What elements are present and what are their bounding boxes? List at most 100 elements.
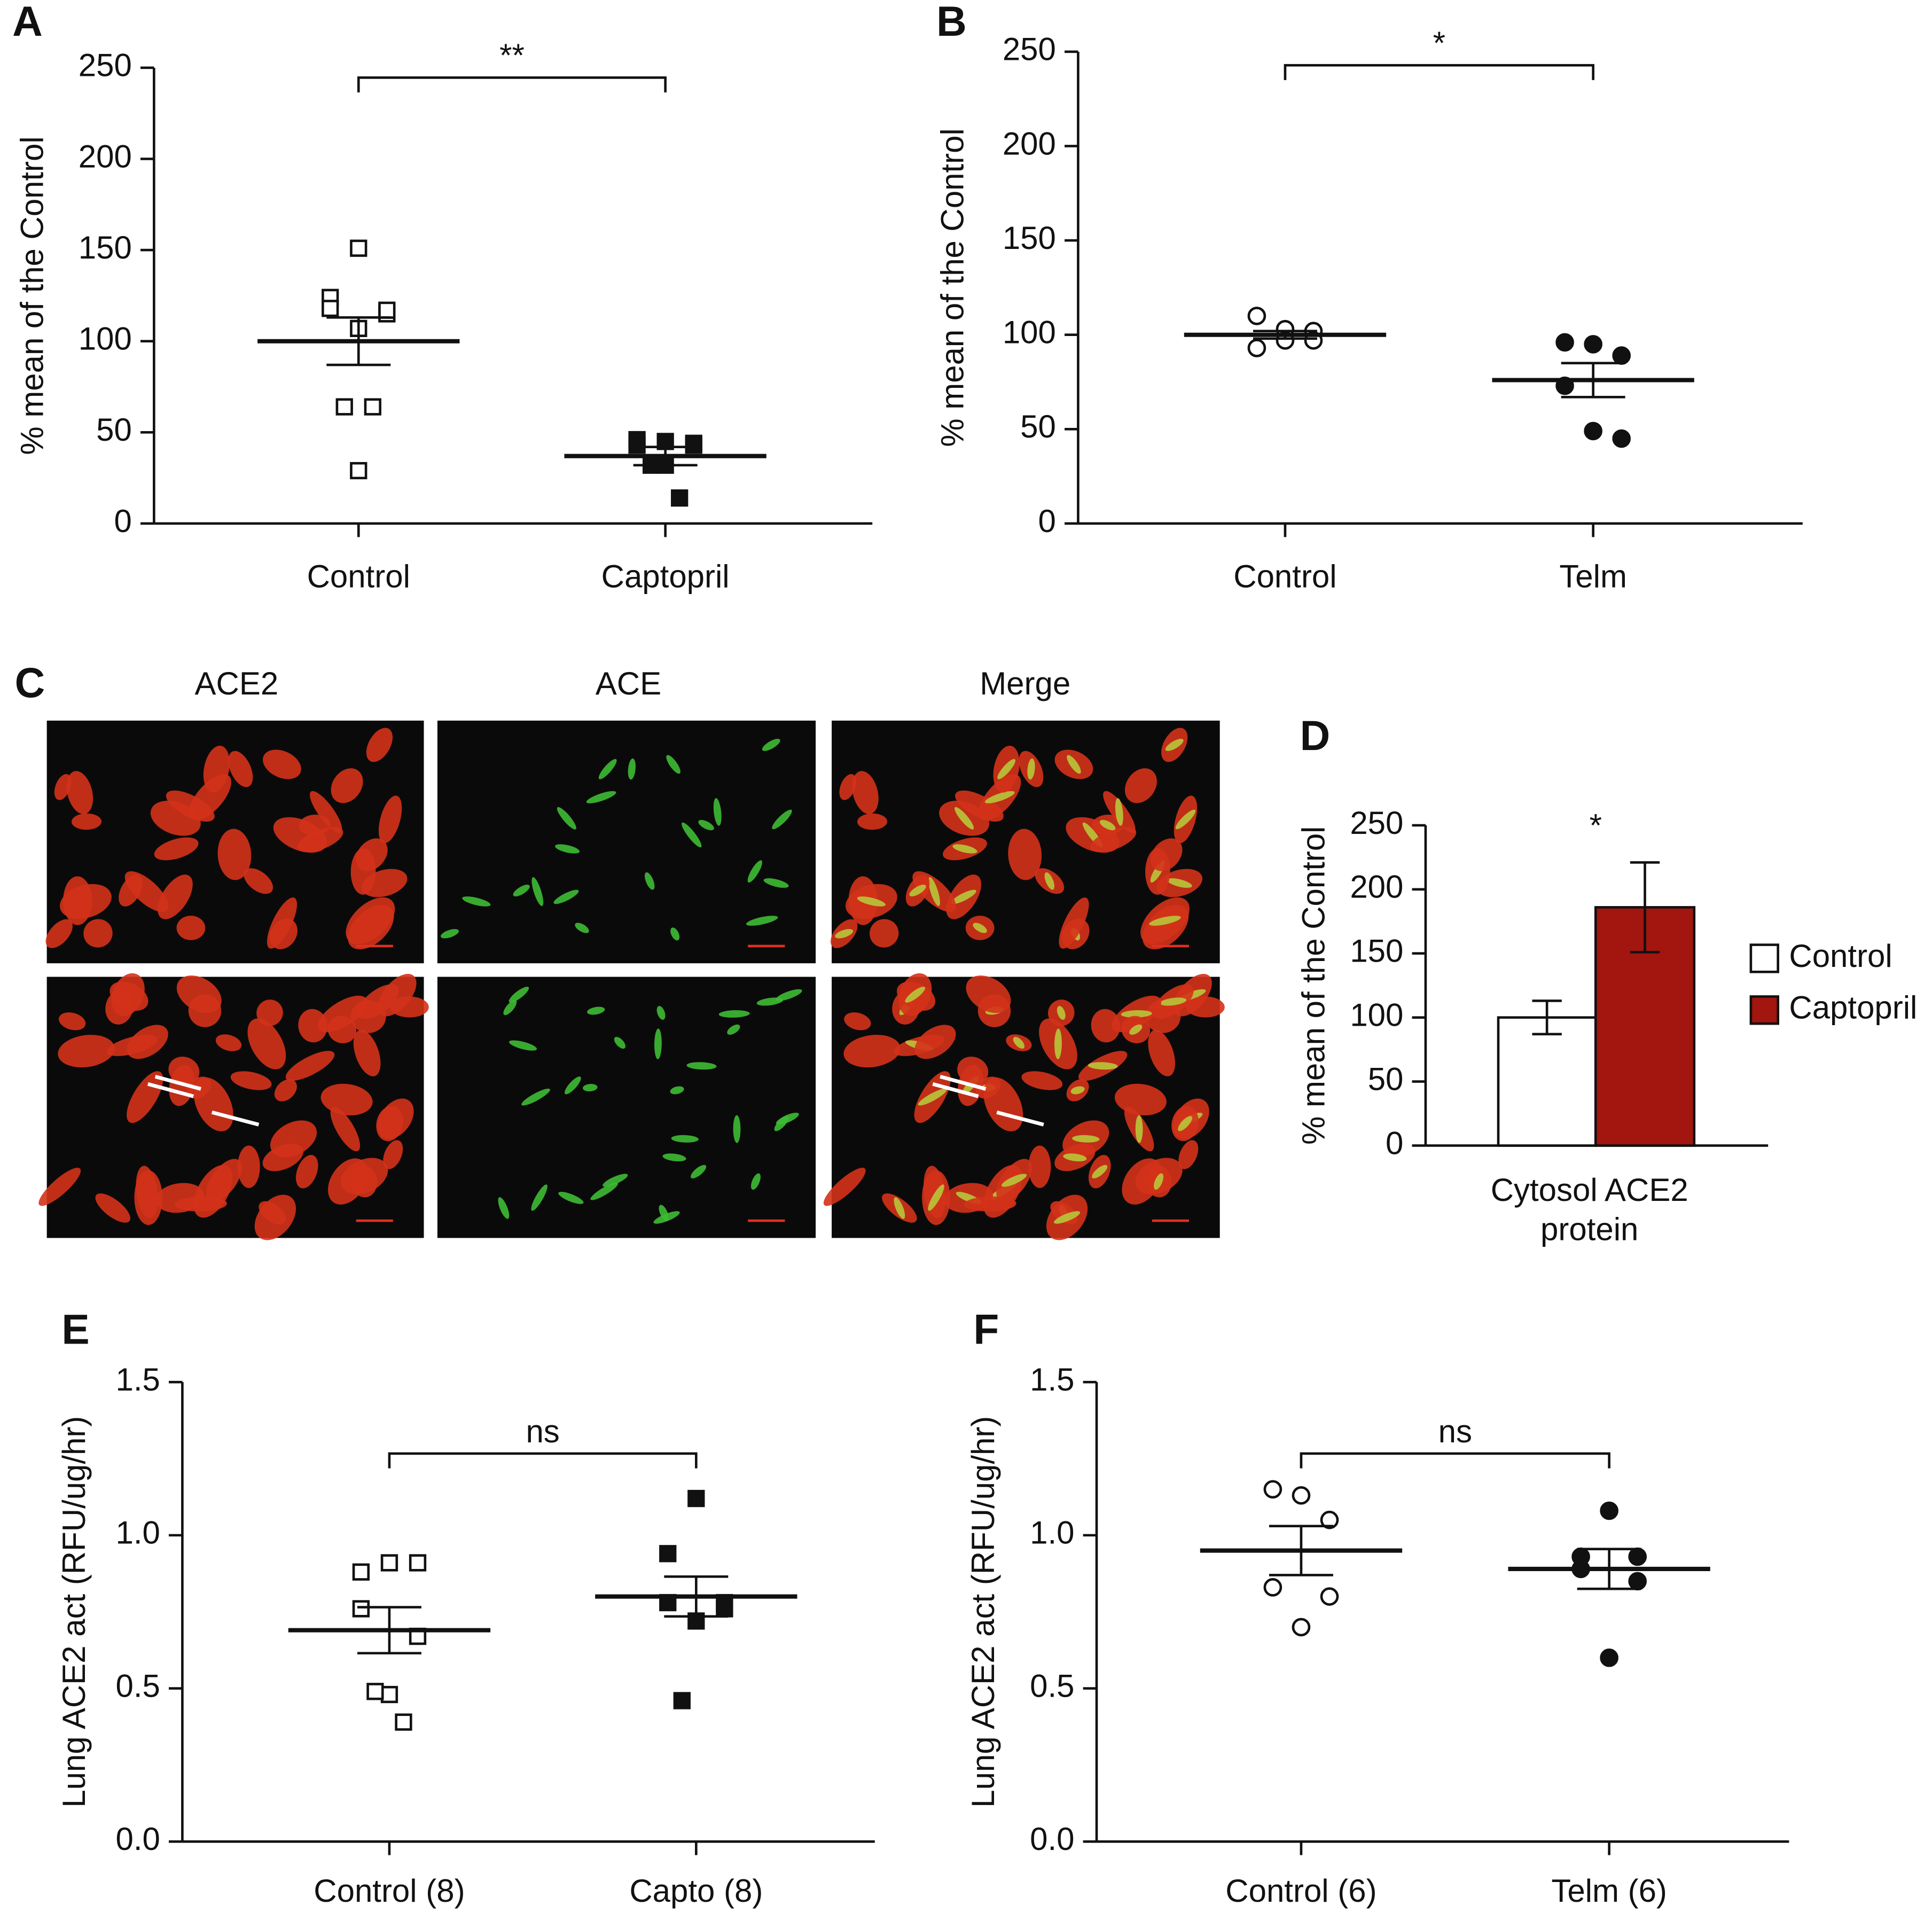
cell: [656, 1006, 666, 1020]
cell: [586, 791, 616, 803]
y-tick-label: 150: [1350, 933, 1403, 969]
cell: [1053, 1211, 1081, 1224]
cell: [285, 1051, 335, 1081]
cell: [1154, 1173, 1164, 1190]
arrow: [211, 1110, 260, 1127]
cell: [553, 889, 579, 904]
cell: [217, 829, 252, 880]
point: [1584, 421, 1602, 441]
column-title: ACE: [596, 666, 661, 701]
cell: [1063, 1153, 1087, 1161]
cell: [775, 989, 802, 1001]
significance-bracket: [1284, 64, 1594, 80]
cell: [1091, 1009, 1121, 1043]
cell: [565, 1076, 581, 1095]
cell: [309, 791, 342, 833]
cell: [1115, 798, 1123, 826]
point: [364, 398, 381, 416]
cell: [955, 807, 974, 830]
cell: [1059, 897, 1089, 949]
bar: [1497, 1016, 1597, 1147]
point: [685, 434, 702, 452]
y-tick-label: 150: [1003, 220, 1056, 256]
cell: [237, 1145, 260, 1188]
y-tick-label: 0: [1038, 503, 1056, 539]
micrograph: [437, 977, 816, 1238]
cell: [297, 827, 343, 853]
error-bar: [1253, 330, 1317, 340]
cell: [119, 874, 143, 907]
point: [1320, 1587, 1339, 1606]
legend-swatch: [1749, 943, 1779, 973]
error-bar: [664, 1575, 729, 1618]
micrographs: [38, 720, 1225, 1240]
x-axis-label: protein: [1540, 1212, 1638, 1247]
significance-label: ns: [526, 1414, 559, 1449]
point: [1600, 1501, 1618, 1520]
cell: [254, 1194, 296, 1240]
significance-bracket: [1300, 1452, 1610, 1469]
cell: [670, 1086, 684, 1095]
arrow: [154, 1074, 201, 1091]
cell: [1057, 1006, 1066, 1020]
point: [1247, 339, 1266, 357]
cell: [1114, 1083, 1167, 1115]
cell: [662, 1153, 686, 1161]
cell: [45, 919, 73, 948]
cell: [1001, 1174, 1027, 1187]
y-axis-label: % mean of the Control: [14, 136, 50, 455]
cell: [727, 1024, 740, 1035]
cell: [575, 923, 589, 933]
cell: [555, 844, 580, 854]
cell: [1072, 1135, 1100, 1143]
cell: [1121, 1010, 1152, 1018]
cell: [590, 1182, 618, 1200]
error-bar: [1269, 1525, 1333, 1576]
y-tick-label: 50: [1020, 409, 1056, 444]
cell: [353, 1030, 381, 1076]
y-tick-label: 0.5: [116, 1668, 160, 1704]
cell: [111, 973, 145, 1016]
cell: [503, 1000, 517, 1016]
cell: [127, 1025, 168, 1059]
y-tick-label: 100: [1350, 997, 1403, 1033]
cell: [747, 860, 762, 883]
cell: [670, 927, 680, 941]
cell: [857, 813, 888, 830]
cell: [1070, 1086, 1085, 1095]
cell: [389, 996, 429, 1018]
cell: [894, 1197, 905, 1219]
point: [350, 239, 367, 257]
cell: [852, 771, 879, 814]
cell: [327, 1016, 357, 1043]
point: [366, 1683, 384, 1700]
cell: [698, 819, 714, 831]
panel-label: C: [15, 659, 45, 706]
x-tick-label: Telm: [1559, 559, 1627, 595]
cell: [843, 1035, 901, 1068]
y-axis-label: % mean of the Control: [1295, 826, 1331, 1144]
cell: [823, 1167, 866, 1206]
cell: [531, 1184, 547, 1211]
cell: [763, 878, 789, 888]
y-tick-label: 0.0: [116, 1821, 160, 1857]
arrow: [147, 1082, 194, 1098]
error-bar: [1532, 1000, 1562, 1036]
cell: [1165, 738, 1184, 751]
cell: [176, 975, 222, 1013]
cell: [357, 984, 399, 1019]
cell: [772, 809, 792, 830]
cell: [1054, 1028, 1062, 1059]
legend-label: Captopril: [1789, 990, 1917, 1026]
point: [409, 1554, 427, 1572]
cell: [653, 1211, 680, 1224]
y-axis-label: % mean of the Control: [935, 128, 971, 447]
cell: [844, 1012, 871, 1030]
point: [1320, 1510, 1339, 1529]
cell: [83, 919, 113, 948]
cell: [134, 1170, 163, 1225]
point: [1628, 1547, 1647, 1566]
x-tick-label: Control: [1233, 559, 1336, 595]
y-axis-label: Lung ACE2 act (RFU/ug/hr): [965, 1416, 1001, 1808]
cell: [909, 885, 926, 897]
